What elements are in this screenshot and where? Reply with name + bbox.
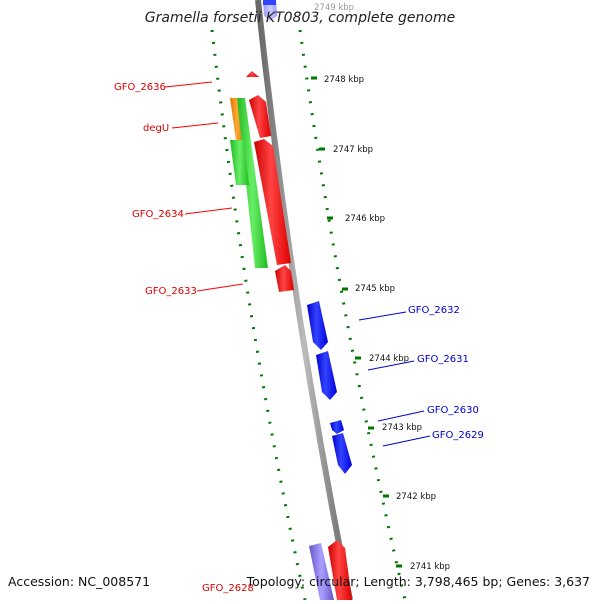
feature-block <box>237 98 268 268</box>
scale-label: 2741 kbp <box>410 562 450 572</box>
gene-label: GFO_2634 <box>132 209 184 220</box>
accession-label: Accession: NC_008571 <box>8 574 151 589</box>
gene-label: GFO_2632 <box>408 305 460 316</box>
scale-label: 2747 kbp <box>333 145 373 155</box>
gene-arrow <box>307 301 328 350</box>
gene-arrow <box>275 265 294 292</box>
scale-label: 2746 kbp <box>345 214 385 224</box>
gene-label: degU <box>143 123 169 134</box>
map-title: Gramella forsetii KT0803, complete genom… <box>144 10 456 26</box>
gene-label: GFO_2633 <box>145 286 197 297</box>
gene-labels-forward: GFO_2636 degU GFO_2634 GFO_2633 GFO_2628 <box>114 82 254 594</box>
gene-arrow <box>330 420 344 434</box>
scale-label: 2749 kbp <box>314 3 354 13</box>
gene-label: GFO_2628 <box>202 583 254 594</box>
gene-arrow <box>328 540 352 600</box>
scale-labels: 2749 kbp 2748 kbp 2747 kbp 2746 kbp 2745… <box>314 3 450 572</box>
genome-summary: Topology: circular; Length: 3,798,465 bp… <box>246 574 590 589</box>
gene-arrow <box>332 433 352 474</box>
scale-label: 2742 kbp <box>396 492 436 502</box>
gene-label: GFO_2630 <box>427 405 479 416</box>
gene-labels-reverse: GFO_2632 GFO_2631 GFO_2630 GFO_2629 <box>408 305 484 441</box>
gene-arrow <box>263 0 276 5</box>
leader-lines <box>164 81 431 447</box>
gene-arrow <box>316 351 337 400</box>
feature-block <box>230 140 249 185</box>
gene-arrow <box>246 71 259 77</box>
scale-label: 2744 kbp <box>369 354 409 364</box>
gene-label: GFO_2629 <box>432 430 484 441</box>
scale-label: 2748 kbp <box>324 75 364 85</box>
scale-ticks <box>311 76 402 568</box>
scale-label: 2745 kbp <box>355 284 395 294</box>
gene-arrow <box>249 95 271 138</box>
genome-backbone <box>255 0 353 601</box>
gene-label: GFO_2631 <box>417 354 469 365</box>
scale-label: 2743 kbp <box>382 423 422 433</box>
gene-arrow <box>263 0 277 21</box>
gene-arrow <box>254 139 291 265</box>
feature-block <box>309 543 334 600</box>
gene-label: GFO_2636 <box>114 82 166 93</box>
